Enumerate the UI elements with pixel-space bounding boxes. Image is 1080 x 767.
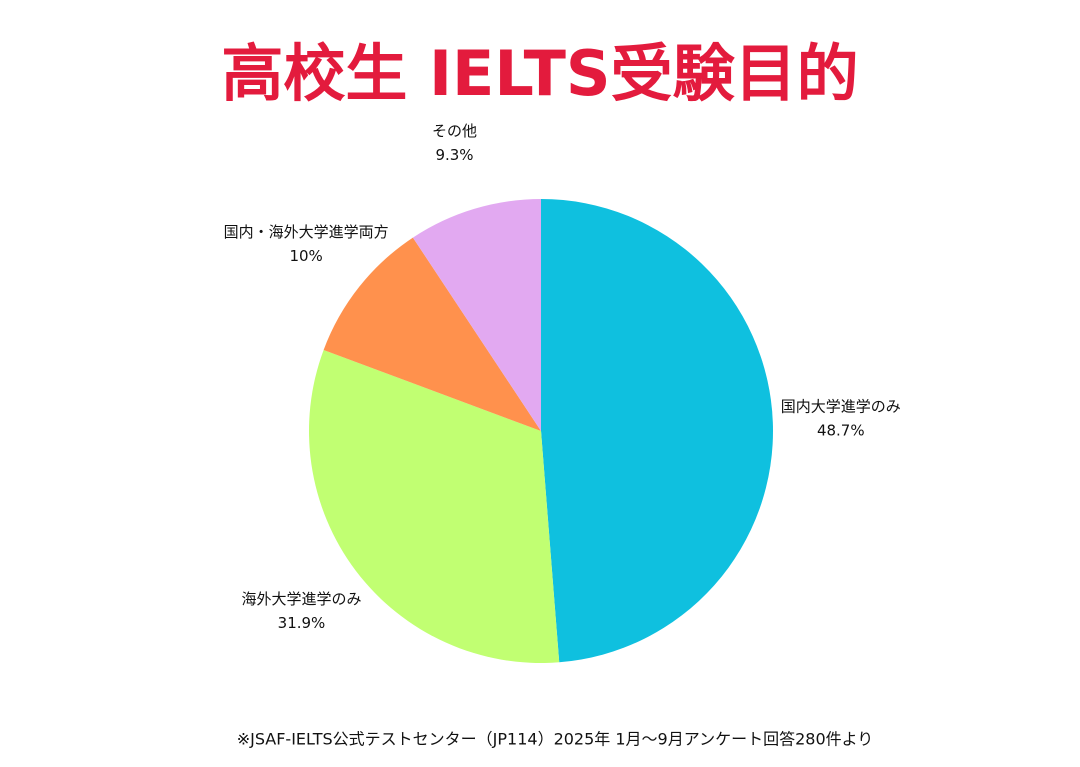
slice-label: 国内大学進学のみ [781, 398, 901, 416]
chart-title: 高校生 IELTS受験目的 [221, 37, 858, 110]
slice-label: 国内・海外大学進学両方 [224, 223, 389, 241]
slice-value: 31.9% [278, 614, 326, 632]
slice-label: その他 [432, 122, 477, 140]
slice-label: 海外大学進学のみ [241, 590, 361, 608]
slice-value: 9.3% [435, 146, 473, 164]
pie-slice [308, 349, 560, 663]
pie-slice [541, 199, 773, 663]
pie-slice [323, 237, 541, 431]
slice-value: 10% [289, 247, 322, 265]
slice-value: 48.7% [817, 422, 865, 440]
pie-slice [412, 199, 541, 431]
footnote: ※JSAF-IELTS公式テストセンター（JP114）2025年 1月〜9月アン… [237, 730, 874, 749]
